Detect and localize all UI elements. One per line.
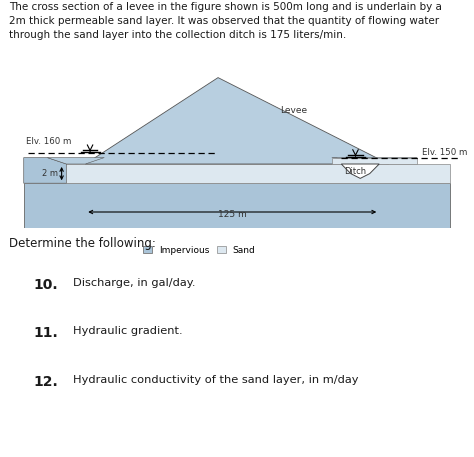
Text: 10.: 10. bbox=[33, 278, 58, 292]
Text: Hydraulic gradient.: Hydraulic gradient. bbox=[73, 326, 183, 336]
Text: 125 m: 125 m bbox=[218, 210, 246, 219]
Text: 2 m: 2 m bbox=[42, 169, 58, 178]
Polygon shape bbox=[341, 164, 379, 178]
Polygon shape bbox=[332, 158, 417, 164]
Polygon shape bbox=[47, 158, 104, 164]
Text: Elv. 160 m: Elv. 160 m bbox=[26, 138, 72, 146]
Polygon shape bbox=[24, 183, 450, 228]
Polygon shape bbox=[24, 158, 66, 183]
Text: Determine the following:: Determine the following: bbox=[9, 237, 156, 250]
Legend: Impervious, Sand: Impervious, Sand bbox=[139, 243, 259, 259]
Text: Hydraulic conductivity of the sand layer, in m/day: Hydraulic conductivity of the sand layer… bbox=[73, 375, 359, 384]
Text: Levee: Levee bbox=[280, 106, 307, 115]
Polygon shape bbox=[85, 78, 389, 164]
Text: Discharge, in gal/day.: Discharge, in gal/day. bbox=[73, 278, 196, 288]
Text: 11.: 11. bbox=[33, 326, 58, 340]
Text: The cross section of a levee in the figure shown is 500m long and is underlain b: The cross section of a levee in the figu… bbox=[9, 2, 442, 40]
Text: Ditch: Ditch bbox=[345, 167, 366, 176]
Polygon shape bbox=[332, 158, 417, 164]
Text: 12.: 12. bbox=[33, 375, 58, 388]
Polygon shape bbox=[24, 164, 450, 183]
Text: Elv. 150 m: Elv. 150 m bbox=[422, 149, 467, 157]
